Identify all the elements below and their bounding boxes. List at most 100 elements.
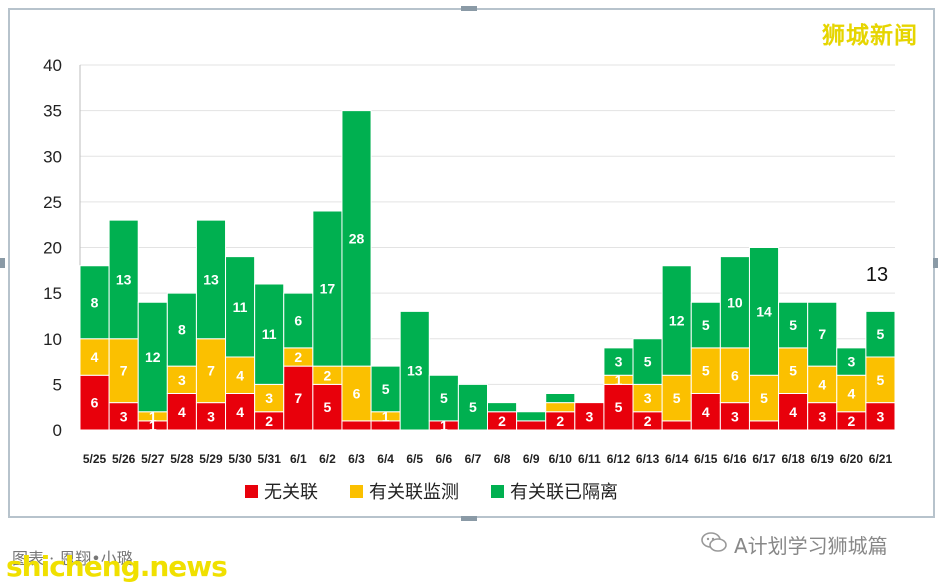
y-tick-label: 5 [53, 375, 62, 394]
data-label: 2 [498, 413, 506, 429]
data-label: 5 [469, 399, 477, 415]
chart-annotation: 13 [866, 264, 888, 286]
resize-handle-left[interactable] [0, 258, 5, 268]
data-label: 10 [727, 294, 743, 310]
x-tick-label: 6/3 [348, 452, 365, 466]
data-label: 2 [644, 413, 652, 429]
data-label: 13 [116, 271, 132, 287]
x-tick-label: 5/26 [112, 452, 136, 466]
data-label: 6 [91, 395, 99, 411]
bar-segment [457, 383, 488, 431]
x-tick-label: 5/28 [170, 452, 194, 466]
x-tick-label: 5/30 [228, 452, 252, 466]
bar-segment [225, 256, 256, 358]
bar-segment [516, 411, 547, 422]
legend-label: 无关联 [264, 482, 318, 503]
legend-swatch [245, 485, 258, 498]
bar-segment [225, 356, 256, 394]
data-label: 4 [91, 349, 99, 365]
data-label: 8 [178, 322, 186, 338]
data-label: 5 [440, 390, 448, 406]
x-tick-label: 6/8 [494, 452, 511, 466]
bar-segment [487, 402, 518, 413]
data-label: 3 [818, 408, 826, 424]
bar-segment [545, 393, 576, 404]
bar-segment [632, 383, 663, 413]
bar-segment [865, 356, 896, 404]
legend-swatch [491, 485, 504, 498]
x-tick-label: 6/17 [752, 452, 776, 466]
data-label: 3 [877, 408, 885, 424]
data-label: 2 [294, 349, 302, 365]
data-label: 13 [407, 363, 423, 379]
resize-handle-right[interactable] [933, 258, 938, 268]
bar-segment [865, 402, 896, 431]
y-tick-label: 40 [43, 56, 62, 75]
bar-segment [545, 402, 576, 413]
bar-segment [312, 210, 343, 367]
data-label: 3 [731, 408, 739, 424]
data-label: 8 [91, 294, 99, 310]
resize-handle-top[interactable] [461, 6, 477, 11]
data-label: 3 [585, 408, 593, 424]
bar-segment [807, 301, 838, 367]
data-label: 5 [789, 363, 797, 379]
bar-segment [836, 347, 867, 376]
x-tick-label: 6/18 [781, 452, 805, 466]
bar-segment [312, 383, 343, 431]
x-tick-label: 6/19 [811, 452, 835, 466]
data-label: 3 [207, 408, 215, 424]
data-label: 3 [644, 390, 652, 406]
data-label: 11 [233, 299, 248, 315]
resize-handle-bottom[interactable] [461, 516, 477, 521]
bar-segment [836, 374, 867, 413]
x-tick-label: 6/16 [723, 452, 747, 466]
wechat-account: A计划学习狮城篇 [700, 530, 888, 559]
data-label: 12 [669, 313, 685, 329]
y-tick-label: 15 [43, 284, 62, 303]
data-label: 5 [877, 326, 885, 342]
data-label: 5 [789, 317, 797, 333]
data-label: 4 [236, 404, 244, 420]
x-tick-label: 5/25 [83, 452, 107, 466]
bar-segment [254, 283, 285, 385]
data-label: 1 [440, 417, 448, 433]
data-label: 5 [760, 390, 768, 406]
x-tick-label: 6/15 [694, 452, 718, 466]
data-label: 4 [818, 376, 826, 392]
bar-segment [719, 347, 750, 404]
data-label: 3 [847, 354, 855, 370]
data-label: 17 [320, 281, 336, 297]
data-label: 5 [382, 381, 390, 397]
y-tick-label: 0 [53, 421, 62, 440]
data-label: 2 [324, 367, 332, 383]
data-label: 3 [615, 354, 623, 370]
data-label: 1 [615, 372, 623, 388]
bar-segment [166, 393, 197, 431]
data-label: 12 [145, 349, 161, 365]
x-tick-label: 6/7 [465, 452, 482, 466]
legend-label: 有关联已隔离 [510, 482, 618, 503]
bar-segment [399, 310, 430, 431]
x-tick-label: 6/11 [578, 452, 601, 466]
data-label: 5 [877, 372, 885, 388]
bar-segment [690, 301, 721, 349]
data-label: 7 [818, 326, 826, 342]
chart-credit: 图表 · 恩翔•小璐 [12, 549, 133, 568]
data-label: 7 [294, 390, 302, 406]
data-label: 11 [262, 326, 277, 342]
data-label: 3 [178, 372, 186, 388]
bar-segment [778, 301, 809, 349]
site-watermark: shicheng.news [6, 550, 228, 583]
x-tick-label: 5/29 [199, 452, 223, 466]
bar-segment [603, 383, 634, 431]
x-tick-label: 6/2 [319, 452, 336, 466]
data-label: 14 [756, 303, 772, 319]
x-tick-label: 6/21 [869, 452, 893, 466]
brand-watermark: 狮城新闻 [822, 23, 918, 49]
data-label: 1 [149, 408, 157, 424]
bar-segment [603, 347, 634, 376]
x-tick-label: 6/10 [549, 452, 573, 466]
data-label: 4 [236, 367, 244, 383]
